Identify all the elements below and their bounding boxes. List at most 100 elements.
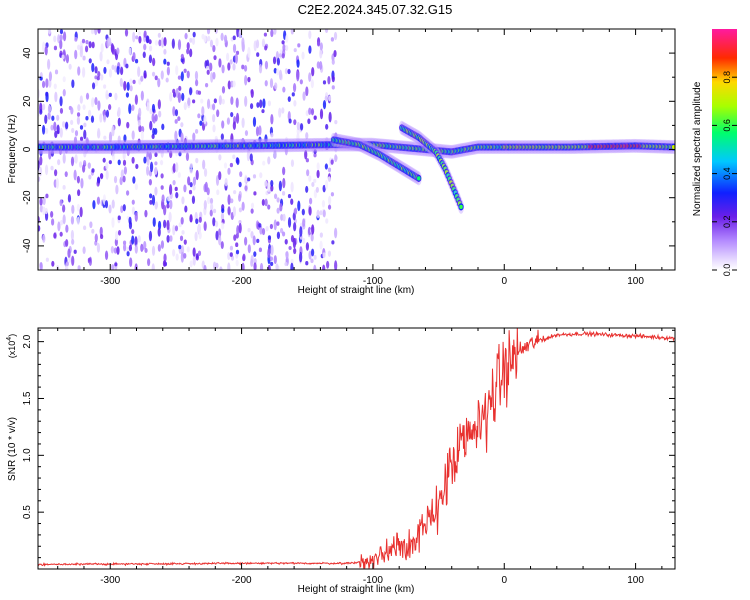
noise-blob [310, 79, 314, 89]
noise-blob [99, 51, 103, 62]
noise-blob [311, 224, 315, 235]
noise-blob [38, 176, 41, 182]
noise-blob [244, 95, 248, 107]
noise-blob [293, 48, 297, 53]
noise-blob [308, 250, 312, 260]
noise-blob [192, 247, 196, 257]
noise-blob [157, 32, 161, 38]
noise-blob [296, 70, 300, 82]
noise-blob [204, 82, 209, 88]
noise-blob [307, 118, 311, 125]
noise-blob [305, 261, 309, 266]
noise-blob [122, 204, 126, 212]
noise-blob [310, 248, 315, 257]
noise-blob [206, 187, 210, 196]
noise-blob [85, 92, 90, 100]
noise-blob [53, 232, 57, 239]
noise-blob [177, 116, 181, 122]
noise-blob [273, 149, 277, 159]
noise-blob [230, 133, 234, 144]
branch-2-core [459, 204, 463, 209]
noise-blob [259, 262, 264, 270]
noise-blob [111, 125, 115, 137]
noise-blob [169, 235, 173, 242]
noise-blob [59, 96, 63, 107]
noise-blob [327, 250, 332, 257]
noise-blob [108, 160, 112, 165]
noise-blob [241, 137, 245, 144]
noise-blob [169, 92, 173, 102]
noise-blob [290, 159, 295, 168]
noise-blob [65, 54, 70, 64]
noise-blob [308, 175, 312, 182]
noise-blob [183, 68, 187, 73]
noise-blob [227, 167, 231, 175]
noise-blob [192, 176, 197, 186]
noise-blob [195, 157, 199, 164]
noise-blob [143, 156, 147, 164]
noise-blob [219, 266, 223, 270]
noise-blob [197, 90, 202, 95]
noise-blob [313, 264, 317, 270]
noise-blob [154, 152, 158, 157]
noise-blob [90, 115, 95, 123]
noise-blob [290, 181, 294, 193]
noise-blob [299, 79, 303, 85]
noise-blob [291, 92, 295, 97]
noise-blob [309, 197, 313, 205]
noise-blob [102, 113, 107, 123]
noise-blob [44, 164, 49, 176]
branch-1-core [416, 176, 421, 181]
noise-blob [125, 92, 130, 98]
noise-blob [97, 127, 101, 139]
noise-blob [59, 127, 63, 138]
noise-blob [68, 63, 72, 70]
noise-blob [278, 180, 282, 192]
noise-blob [102, 110, 106, 116]
noise-blob [206, 65, 210, 71]
noise-blob [90, 29, 95, 35]
noise-blob [218, 154, 222, 161]
noise-blob [290, 198, 294, 205]
noise-blob [117, 230, 122, 236]
noise-blob [91, 41, 95, 49]
noise-blob [285, 45, 289, 52]
noise-blob [113, 247, 117, 254]
noise-blob [235, 97, 239, 108]
noise-blob [180, 53, 184, 59]
noise-blob [285, 34, 289, 43]
snr-y-scale: (x104) [6, 334, 17, 358]
noise-blob [194, 231, 198, 242]
noise-blob [78, 161, 83, 168]
noise-blob [232, 43, 237, 53]
noise-blob [82, 55, 86, 61]
noise-blob [151, 113, 155, 123]
noise-blob [308, 107, 312, 115]
noise-blob [47, 58, 51, 70]
noise-blob [216, 189, 220, 196]
noise-blob [77, 66, 81, 76]
noise-blob [250, 208, 254, 214]
noise-blob [297, 43, 301, 48]
noise-blob [276, 197, 280, 203]
noise-blob [154, 127, 158, 135]
noise-blob [77, 189, 81, 197]
noise-blob [319, 48, 323, 59]
noise-blob [38, 225, 41, 232]
noise-blob [44, 114, 48, 125]
noise-blob [192, 99, 196, 104]
noise-blob [76, 175, 81, 184]
noise-blob [227, 262, 231, 270]
noise-blob [166, 61, 170, 66]
noise-blob [195, 169, 199, 181]
noise-blob [305, 242, 310, 251]
noise-blob [281, 191, 286, 196]
noise-blob [41, 80, 46, 89]
noise-blob [135, 35, 139, 40]
noise-blob [53, 121, 57, 132]
noise-blob [203, 168, 208, 177]
noise-blob [163, 58, 167, 65]
noise-blob [241, 201, 245, 211]
noise-blob [172, 163, 176, 173]
noise-blob [258, 136, 262, 143]
